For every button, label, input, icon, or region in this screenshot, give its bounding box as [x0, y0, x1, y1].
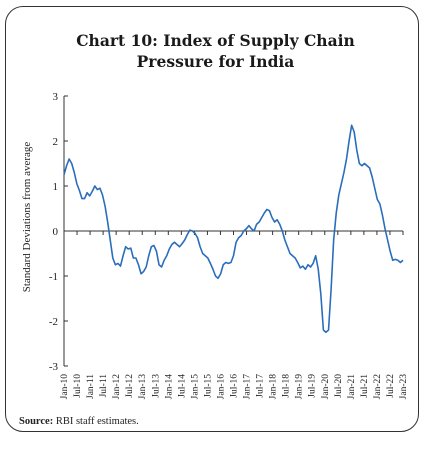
- x-tick-label: Jan-21: [347, 374, 357, 400]
- x-tick-label: Jul-11: [99, 374, 109, 398]
- source-label: Source:: [19, 416, 54, 427]
- x-tick-label: Jan-23: [399, 374, 409, 400]
- x-tick-label: Jan-12: [112, 374, 122, 400]
- y-tick-label: 0: [53, 226, 59, 238]
- x-tick-label: Jan-13: [138, 374, 148, 400]
- x-tick-label: Jan-19: [295, 374, 305, 400]
- x-tick-label: Jan-11: [86, 374, 96, 399]
- plot-area: [63, 124, 404, 334]
- y-tick-label: 1: [53, 181, 59, 193]
- y-tick-label: 2: [53, 136, 59, 148]
- chart-title-line1: Chart 10: Index of Supply Chain: [76, 31, 355, 50]
- y-axis: 3 2 1 0 -1 -2 -3: [49, 91, 68, 373]
- x-tick-label: Jul-12: [125, 374, 135, 398]
- x-tick-label: Jul-17: [256, 374, 266, 398]
- x-tick-label: Jan-16: [216, 374, 226, 400]
- chart-title: Chart 10: Index of Supply Chain Pressure…: [0, 30, 431, 72]
- x-tick-label: Jul-13: [151, 374, 161, 398]
- x-tick-label: Jul-22: [386, 374, 396, 398]
- y-axis-label: Standard Deviations from average: [21, 142, 33, 293]
- x-tick-label: Jan-22: [373, 374, 383, 400]
- chart-title-line2: Pressure for India: [136, 52, 295, 71]
- x-tick-label: Jul-15: [203, 374, 213, 398]
- y-tick-label: -1: [49, 271, 58, 283]
- x-tick-label: Jul-18: [282, 374, 292, 398]
- x-tick-label: Jan-14: [164, 374, 174, 400]
- source-text: RBI staff estimates.: [55, 416, 139, 427]
- x-tick-label: Jul-19: [308, 374, 318, 398]
- series-line: [63, 124, 404, 334]
- y-tick-label: -3: [49, 361, 59, 373]
- x-tick-label: Jul-21: [360, 374, 370, 398]
- x-tick-label: Jan-18: [269, 374, 279, 400]
- x-tick-label: Jan-15: [190, 374, 200, 400]
- x-tick-label: Jul-20: [334, 374, 344, 398]
- x-tick-label: Jul-14: [177, 374, 187, 398]
- y-tick-label: -2: [49, 316, 58, 328]
- x-tick-label: Jul-16: [230, 374, 240, 398]
- y-tick-label: 3: [53, 91, 59, 103]
- x-tick-label: Jan-20: [321, 374, 331, 400]
- x-tick-label: Jan-17: [243, 374, 253, 400]
- chart-frame: [5, 6, 419, 432]
- source-note: Source: RBI staff estimates.: [19, 416, 139, 427]
- x-axis: Jan-10 Jul-10 Jan-11 Jul-11 Jan-12 Jul-12 Jan-…: [60, 230, 409, 400]
- x-tick-label: Jul-10: [73, 374, 83, 398]
- x-tick-label: Jan-10: [60, 374, 70, 400]
